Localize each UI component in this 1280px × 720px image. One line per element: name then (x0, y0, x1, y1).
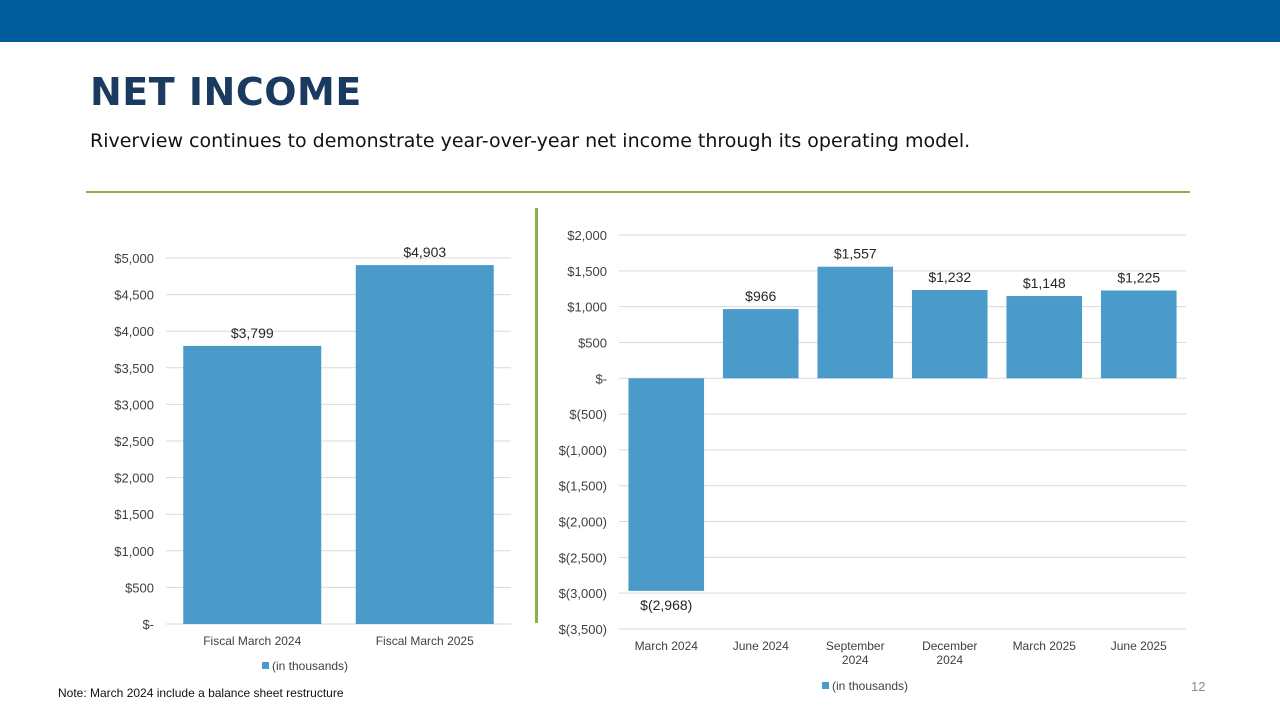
bar (817, 266, 894, 379)
y-tick-label: $2,000 (567, 228, 607, 243)
x-tick-label: Fiscal March 2025 (376, 634, 474, 648)
data-label: $4,903 (403, 244, 446, 260)
legend-label: (in thousands) (272, 659, 348, 673)
x-tick-label: September (826, 639, 885, 653)
data-label: $(2,968) (640, 597, 692, 613)
x-tick-label: June 2024 (733, 639, 789, 653)
x-tick-label: Fiscal March 2024 (203, 634, 301, 648)
y-tick-label: $(2,000) (559, 515, 607, 530)
y-tick-label: $5,000 (114, 251, 154, 266)
y-tick-label: $500 (125, 580, 154, 595)
slide-title: NET INCOME (90, 70, 362, 114)
bar (1006, 296, 1083, 379)
y-tick-label: $4,000 (114, 324, 154, 339)
y-tick-label: $1,500 (567, 264, 607, 279)
x-tick-label: 2024 (842, 653, 869, 667)
y-tick-label: $2,000 (114, 471, 154, 486)
y-tick-label: $1,000 (567, 300, 607, 315)
x-tick-label: December (922, 639, 977, 653)
bar (911, 290, 988, 379)
x-tick-label: March 2025 (1013, 639, 1077, 653)
data-label: $1,225 (1117, 270, 1160, 286)
data-label: $1,557 (834, 246, 877, 262)
top-banner (0, 0, 1280, 42)
y-tick-label: $(3,500) (559, 622, 607, 637)
bar (355, 265, 494, 624)
accent-rule (86, 191, 1190, 193)
x-tick-label: 2024 (936, 653, 963, 667)
y-tick-label: $1,000 (114, 544, 154, 559)
x-tick-label: March 2024 (635, 639, 699, 653)
footnote: Note: March 2024 include a balance sheet… (58, 686, 344, 700)
annual-net-income-chart: $- $500 $1,000 $1,500 $2,000 $2,500 $3,000 $3,5… (114, 244, 511, 673)
y-tick-label: $1,500 (114, 507, 154, 522)
legend-swatch (262, 662, 269, 669)
quarterly-net-income-chart: $(3,500) $(3,000) $(2,500) $(2,000) $(1,500)… (559, 228, 1186, 693)
data-label: $966 (745, 288, 776, 304)
bar (628, 378, 705, 591)
y-tick-label: $4,500 (114, 288, 154, 303)
x-tick-label: June 2025 (1111, 639, 1167, 653)
data-label: $1,148 (1023, 275, 1066, 291)
y-tick-label: $3,000 (114, 397, 154, 412)
legend-label: (in thousands) (832, 679, 908, 693)
y-tick-label: $2,500 (114, 434, 154, 449)
bar (183, 345, 322, 624)
vertical-divider (535, 208, 538, 623)
y-tick-label: $(3,000) (559, 586, 607, 601)
data-label: $1,232 (928, 269, 971, 285)
y-tick-label: $(1,000) (559, 443, 607, 458)
y-tick-label: $(500) (569, 407, 607, 422)
y-tick-label: $3,500 (114, 361, 154, 376)
bar (722, 309, 799, 379)
y-tick-label: $- (142, 617, 154, 632)
legend-swatch (822, 682, 829, 689)
y-tick-label: $(2,500) (559, 550, 607, 565)
y-tick-label: $500 (578, 335, 607, 350)
y-tick-label: $(1,500) (559, 479, 607, 494)
slide-subtitle: Riverview continues to demonstrate year-… (90, 130, 971, 152)
y-tick-label: $- (595, 371, 607, 386)
data-label: $3,799 (231, 325, 274, 341)
page-number: 12 (1191, 679, 1206, 694)
bar (1100, 290, 1177, 379)
